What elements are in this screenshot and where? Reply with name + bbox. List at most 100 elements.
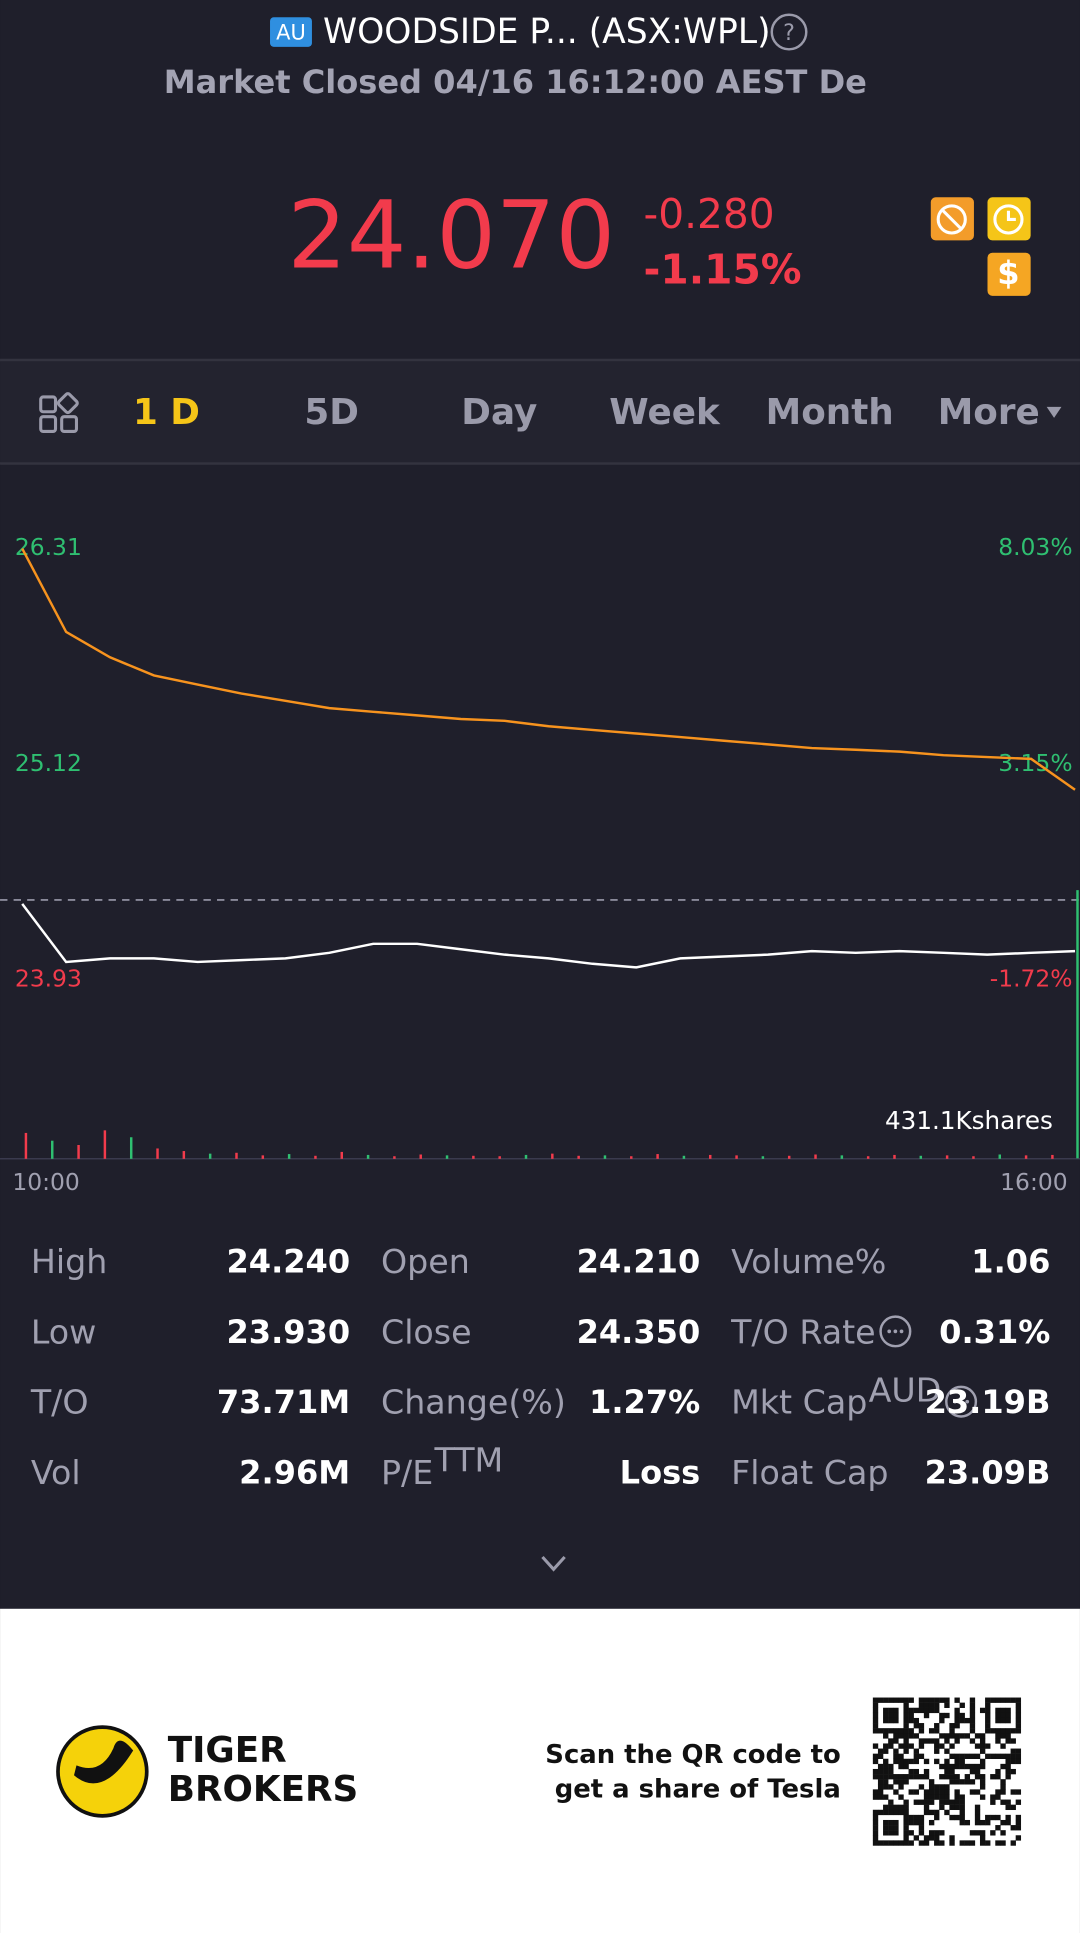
info-icon[interactable] — [945, 1385, 978, 1418]
stat-value: 1.27% — [589, 1383, 700, 1421]
stat-value: 23.930 — [226, 1313, 350, 1351]
stat-label: Vol — [31, 1453, 81, 1492]
qr-cell — [949, 1804, 955, 1811]
qr-cell — [923, 1804, 930, 1811]
y2-tick-label: 8.03% — [998, 533, 1072, 561]
qr-cell — [949, 1753, 955, 1759]
stat-label: High — [31, 1242, 107, 1281]
qr-cell — [898, 1697, 904, 1703]
qr-cell — [903, 1835, 909, 1841]
icon-dollar[interactable] — [987, 252, 1031, 296]
qr-cell — [979, 1784, 986, 1790]
qr-cell — [954, 1733, 960, 1739]
market-status: Market Closed 04/16 16:12:00 AEST De — [164, 63, 867, 101]
qr-cell — [974, 1789, 981, 1795]
qr-cell — [1010, 1738, 1016, 1744]
stat-label: Low — [31, 1312, 97, 1351]
qr-cell — [893, 1728, 899, 1734]
qr-cell — [1000, 1840, 1006, 1846]
qr-cell — [893, 1717, 899, 1724]
volume-bar — [235, 1152, 238, 1159]
qr-cell — [883, 1728, 889, 1734]
qr-cell — [872, 1789, 879, 1795]
qr-cell — [974, 1753, 981, 1759]
qr-cell — [974, 1774, 981, 1780]
qr-cell — [969, 1723, 976, 1729]
qr-cell — [1015, 1707, 1022, 1714]
qr-cell — [918, 1814, 925, 1821]
qr-cell — [990, 1774, 996, 1780]
tab[interactable]: 5D — [304, 392, 359, 433]
qr-cell — [985, 1707, 991, 1714]
info-icon[interactable] — [879, 1315, 912, 1348]
tab[interactable]: 1 D — [133, 392, 200, 433]
qr-cell — [913, 1723, 920, 1729]
help-icon[interactable] — [770, 13, 808, 51]
qr-cell — [872, 1819, 879, 1826]
qr-cell — [964, 1717, 971, 1724]
qr-cell — [949, 1840, 955, 1846]
y-tick-label: 23.93 — [15, 965, 82, 993]
qr-cell — [954, 1723, 960, 1729]
qr-cell — [898, 1753, 904, 1759]
stat-label: Volume% — [731, 1242, 886, 1281]
qr-cell — [872, 1702, 879, 1708]
layout-icon[interactable] — [39, 392, 79, 434]
qr-cell — [918, 1697, 925, 1703]
qr-cell — [969, 1763, 976, 1770]
qr-cell — [888, 1768, 894, 1775]
volume-bar — [129, 1137, 133, 1159]
more-arrow — [1046, 406, 1062, 418]
qr-cell — [908, 1743, 914, 1749]
qr-cell — [893, 1758, 899, 1765]
qr-cell — [903, 1799, 909, 1805]
volume-bar — [51, 1140, 54, 1159]
qr-cell — [954, 1697, 960, 1703]
qr-cell — [934, 1743, 940, 1749]
tab[interactable]: Week — [609, 392, 721, 433]
qr-cell — [877, 1809, 884, 1816]
badge-text: AU — [276, 20, 306, 44]
qr-cell — [944, 1697, 950, 1703]
qr-cell — [898, 1733, 904, 1739]
qr-cell — [1000, 1799, 1006, 1805]
volume-bar — [656, 1154, 659, 1159]
qr-cell — [913, 1753, 920, 1759]
info-dot — [959, 1399, 963, 1404]
volume-bar — [156, 1148, 159, 1159]
qr-cell — [883, 1712, 889, 1719]
qr-cell — [883, 1758, 889, 1765]
qr-cell — [939, 1840, 945, 1846]
qr-cell — [1015, 1728, 1022, 1734]
stat-value: 2.96M — [239, 1453, 350, 1491]
qr-cell — [883, 1794, 889, 1800]
qr-cell — [918, 1753, 925, 1759]
qr-cell — [918, 1707, 925, 1714]
qr-cell — [1015, 1717, 1022, 1724]
qr-cell — [969, 1707, 976, 1714]
qr-cell — [903, 1758, 909, 1765]
expand-chevron[interactable] — [541, 1555, 566, 1572]
qr-cell — [964, 1840, 971, 1846]
tab[interactable]: Day — [461, 392, 537, 433]
stat-label: Mkt Cap — [731, 1383, 867, 1422]
brand-line: TIGER — [168, 1730, 287, 1771]
tab[interactable]: More — [938, 392, 1040, 433]
qr-cell — [954, 1799, 960, 1805]
qr-cell — [974, 1830, 981, 1836]
qr-cell — [883, 1774, 889, 1780]
volume-bar — [340, 1151, 344, 1159]
tab[interactable]: Month — [766, 392, 894, 433]
qr-cell — [949, 1779, 955, 1785]
qr-cell — [985, 1728, 991, 1734]
qr-cell — [883, 1779, 889, 1785]
qr-cell — [883, 1748, 889, 1754]
qr-cell — [954, 1738, 960, 1744]
qr-cell — [995, 1738, 1001, 1744]
qr-cell — [898, 1840, 904, 1846]
qr-cell — [1000, 1830, 1006, 1836]
qr-cell — [903, 1748, 909, 1754]
qr-cell — [928, 1830, 935, 1836]
qr-cell — [969, 1697, 976, 1703]
qr-cell — [939, 1697, 945, 1703]
